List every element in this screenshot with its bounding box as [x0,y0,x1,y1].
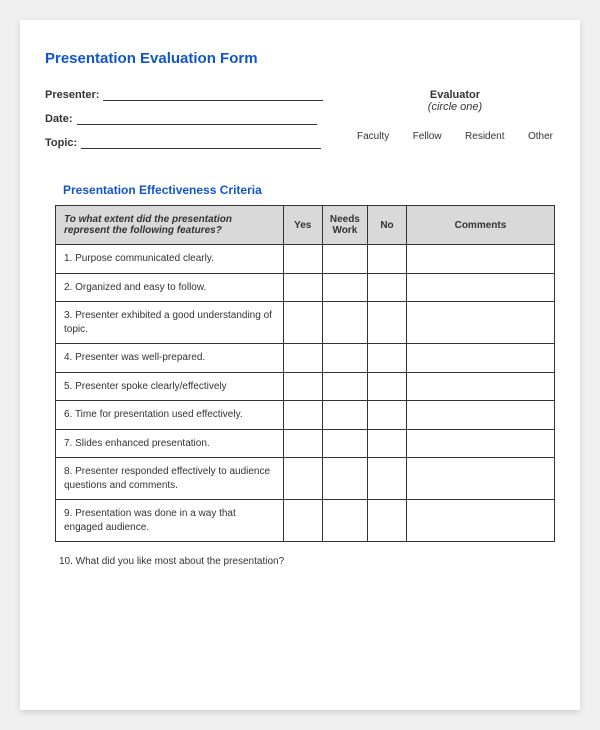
criteria-text: 8. Presenter responded effectively to au… [56,458,284,500]
evaluator-label: Evaluator [355,89,555,101]
cell-no[interactable] [368,500,407,542]
topic-label: Topic: [45,137,77,149]
evaluator-option-other[interactable]: Other [528,131,553,142]
col-no: No [368,206,407,245]
cell-comments[interactable] [406,458,554,500]
cell-needs[interactable] [322,372,368,401]
cell-no[interactable] [368,302,407,344]
cell-needs[interactable] [322,344,368,373]
cell-no[interactable] [368,273,407,302]
cell-comments[interactable] [406,273,554,302]
date-field: Date: [45,113,355,125]
criteria-text: 5. Presenter spoke clearly/effectively [56,372,284,401]
cell-yes[interactable] [283,302,322,344]
cell-comments[interactable] [406,429,554,458]
cell-comments[interactable] [406,302,554,344]
evaluator-block: Evaluator (circle one) Faculty Fellow Re… [355,89,555,161]
date-input-line[interactable] [77,113,317,125]
cell-needs[interactable] [322,302,368,344]
cell-needs[interactable] [322,429,368,458]
criteria-text: 3. Presenter exhibited a good understand… [56,302,284,344]
cell-yes[interactable] [283,273,322,302]
criteria-table: To what extent did the presentation repr… [55,205,555,542]
criteria-tbody: 1. Purpose communicated clearly. 2. Orga… [56,245,555,542]
question-10: 10. What did you like most about the pre… [59,556,555,567]
date-label: Date: [45,113,73,125]
cell-no[interactable] [368,372,407,401]
criteria-text: 9. Presentation was done in a way that e… [56,500,284,542]
criteria-text: 7. Slides enhanced presentation. [56,429,284,458]
table-row: 9. Presentation was done in a way that e… [56,500,555,542]
cell-comments[interactable] [406,372,554,401]
table-row: 2. Organized and easy to follow. [56,273,555,302]
cell-comments[interactable] [406,344,554,373]
page-title: Presentation Evaluation Form [45,50,555,67]
table-row: 3. Presenter exhibited a good understand… [56,302,555,344]
cell-needs[interactable] [322,245,368,274]
cell-yes[interactable] [283,245,322,274]
table-row: 1. Purpose communicated clearly. [56,245,555,274]
criteria-text: 4. Presenter was well-prepared. [56,344,284,373]
cell-yes[interactable] [283,429,322,458]
cell-no[interactable] [368,458,407,500]
form-fields-left: Presenter: Date: Topic: [45,89,355,161]
presenter-field: Presenter: [45,89,355,101]
topic-input-line[interactable] [81,137,321,149]
cell-no[interactable] [368,401,407,430]
evaluator-option-fellow[interactable]: Fellow [413,131,442,142]
cell-needs[interactable] [322,273,368,302]
evaluator-option-faculty[interactable]: Faculty [357,131,389,142]
cell-no[interactable] [368,344,407,373]
col-yes: Yes [283,206,322,245]
cell-needs[interactable] [322,401,368,430]
evaluator-sub: (circle one) [355,101,555,113]
criteria-text: 6. Time for presentation used effectivel… [56,401,284,430]
cell-yes[interactable] [283,458,322,500]
cell-comments[interactable] [406,401,554,430]
cell-yes[interactable] [283,344,322,373]
cell-needs[interactable] [322,500,368,542]
cell-comments[interactable] [406,500,554,542]
criteria-text: 2. Organized and easy to follow. [56,273,284,302]
cell-no[interactable] [368,245,407,274]
criteria-text: 1. Purpose communicated clearly. [56,245,284,274]
table-row: 7. Slides enhanced presentation. [56,429,555,458]
cell-yes[interactable] [283,401,322,430]
table-row: 8. Presenter responded effectively to au… [56,458,555,500]
cell-yes[interactable] [283,500,322,542]
table-row: 4. Presenter was well-prepared. [56,344,555,373]
topic-field: Topic: [45,137,355,149]
cell-comments[interactable] [406,245,554,274]
cell-needs[interactable] [322,458,368,500]
presenter-label: Presenter: [45,89,99,101]
table-row: 5. Presenter spoke clearly/effectively [56,372,555,401]
question-header: To what extent did the presentation repr… [56,206,284,245]
col-comments: Comments [406,206,554,245]
presenter-input-line[interactable] [103,89,323,101]
table-row: 6. Time for presentation used effectivel… [56,401,555,430]
table-header-row: To what extent did the presentation repr… [56,206,555,245]
evaluation-form-page: Presentation Evaluation Form Presenter: … [20,20,580,710]
cell-yes[interactable] [283,372,322,401]
evaluator-options: Faculty Fellow Resident Other [355,131,555,142]
col-needs: Needs Work [322,206,368,245]
evaluator-option-resident[interactable]: Resident [465,131,504,142]
section-title: Presentation Effectiveness Criteria [63,183,555,197]
cell-no[interactable] [368,429,407,458]
header-area: Presenter: Date: Topic: Evaluator (circl… [45,89,555,161]
